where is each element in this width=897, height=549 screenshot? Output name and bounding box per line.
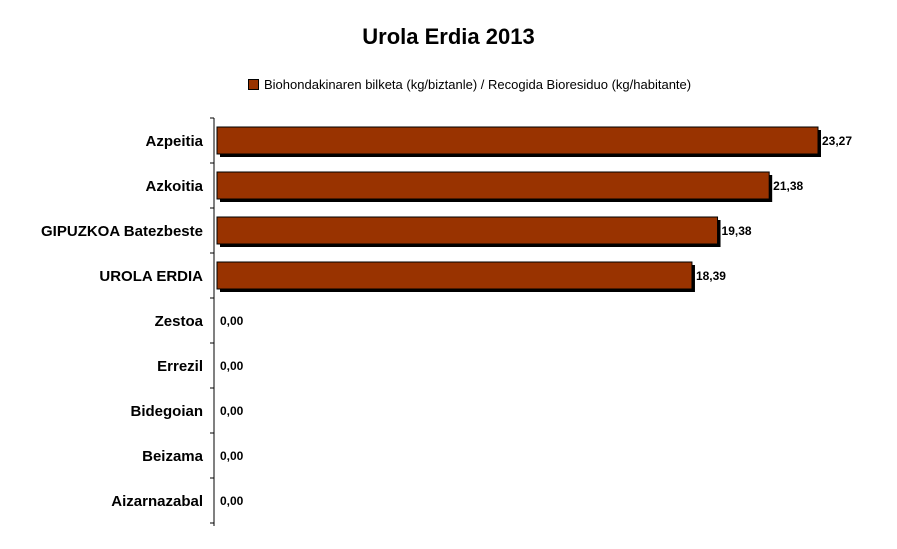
bar (216, 261, 693, 290)
category-label: Errezil (157, 358, 203, 375)
data-label: 0,00 (220, 494, 244, 508)
data-label: 23,27 (822, 134, 852, 148)
category-label: GIPUZKOA Batezbeste (41, 223, 203, 240)
data-label: 0,00 (220, 449, 244, 463)
category-label: Zestoa (155, 313, 204, 330)
data-label: 0,00 (220, 404, 244, 418)
bar (216, 216, 719, 245)
category-label: Aizarnazabal (111, 493, 203, 510)
chart-title: Urola Erdia 2013 (362, 24, 535, 49)
bar (216, 126, 819, 155)
data-label: 0,00 (220, 314, 244, 328)
legend-label: Biohondakinaren bilketa (kg/biztanle) / … (264, 77, 692, 92)
category-label: Azkoitia (145, 178, 203, 195)
data-label: 21,38 (773, 179, 803, 193)
category-label: Beizama (142, 448, 204, 465)
legend: Biohondakinaren bilketa (kg/biztanle) / … (248, 77, 691, 92)
data-label: 18,39 (696, 269, 726, 283)
category-label: Azpeitia (145, 133, 203, 150)
category-label: Bidegoian (130, 403, 203, 420)
data-label: 0,00 (220, 359, 244, 373)
bars-layer: Azpeitia 23,27 Azkoitia 21,38 GIPUZKOA Batez… (41, 117, 852, 526)
bar (216, 171, 770, 200)
category-label: UROLA ERDIA (99, 268, 203, 285)
data-label: 19,38 (722, 224, 752, 238)
legend-swatch (248, 79, 259, 90)
